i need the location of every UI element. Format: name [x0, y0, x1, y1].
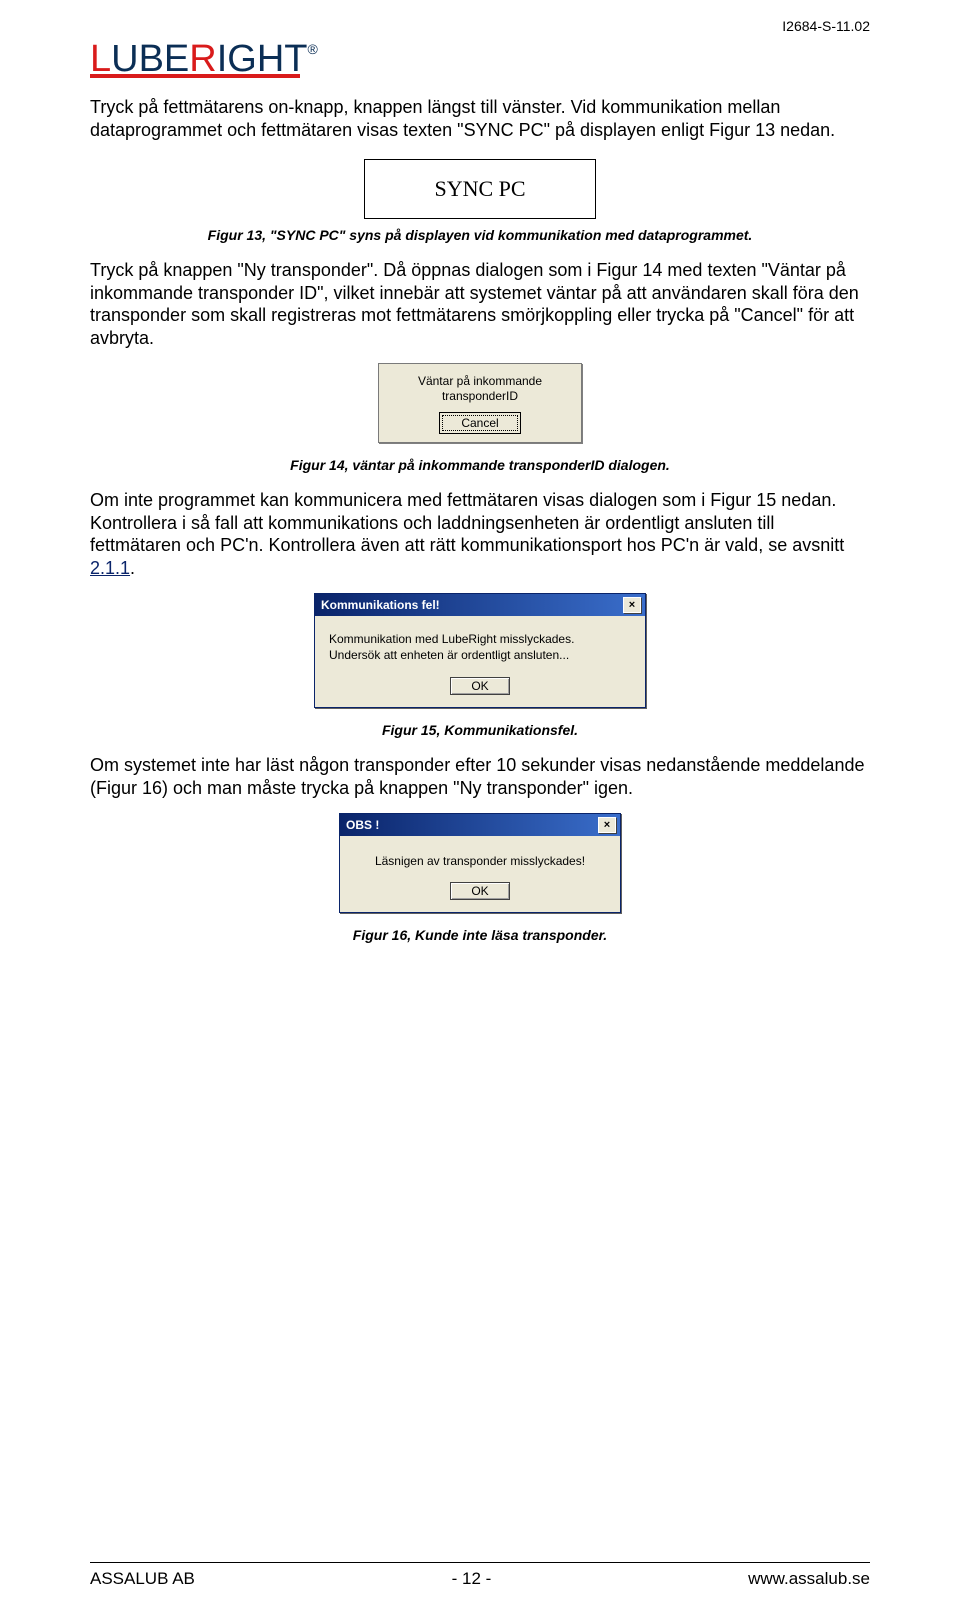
caption-fig16: Figur 16, Kunde inte läsa transponder.: [90, 927, 870, 943]
dialog-obs-titlebar: OBS ! ×: [340, 814, 620, 836]
dialog-waiting-line1: Väntar på inkommande: [418, 374, 542, 388]
logo-ight: IGHT: [217, 38, 308, 80]
dialog-obs: OBS ! × Läsnigen av transponder misslyck…: [339, 813, 621, 913]
dialog-comm-error: Kommunikations fel! × Kommunikation med …: [314, 593, 646, 708]
dialog-comm-error-body: Kommunikation med LubeRight misslyckades…: [315, 616, 645, 673]
section-link-211[interactable]: 2.1.1: [90, 558, 130, 578]
dialog-comm-error-titlebar: Kommunikations fel! ×: [315, 594, 645, 616]
page-footer: ASSALUB AB - 12 - www.assalub.se: [90, 1562, 870, 1589]
dialog-waiting-text: Väntar på inkommande transponderID: [385, 374, 575, 404]
paragraph-4: Om systemet inte har läst någon transpon…: [90, 754, 870, 799]
footer-page-num: - 12 -: [452, 1569, 492, 1589]
caption-fig14: Figur 14, väntar på inkommande transpond…: [90, 457, 870, 473]
page: I2684-S-11.02 LUBERIGHT® Tryck på fettmä…: [0, 0, 960, 1613]
dialog-waiting-line2: transponderID: [442, 389, 518, 403]
logo: LUBERIGHT®: [90, 40, 870, 78]
close-icon[interactable]: ×: [623, 597, 641, 613]
logo-registered: ®: [308, 41, 318, 57]
paragraph-1: Tryck på fettmätarens on-knapp, knappen …: [90, 96, 870, 141]
paragraph-3a: Om inte programmet kan kommunicera med f…: [90, 490, 844, 555]
logo-letter-l: L: [90, 38, 111, 80]
cancel-button-frame: Cancel: [439, 412, 520, 434]
caption-fig13: Figur 13, "SYNC PC" syns på displayen vi…: [90, 227, 870, 243]
paragraph-3b: .: [130, 558, 135, 578]
dialog-comm-error-title: Kommunikations fel!: [321, 598, 440, 612]
close-icon[interactable]: ×: [598, 817, 616, 833]
paragraph-2: Tryck på knappen "Ny transponder". Då öp…: [90, 259, 870, 349]
footer-company: ASSALUB AB: [90, 1569, 195, 1589]
ok-button[interactable]: OK: [450, 677, 509, 695]
dialog-waiting-transponder: Väntar på inkommande transponderID Cance…: [378, 363, 582, 443]
dialog-obs-title: OBS !: [346, 818, 379, 832]
logo-letter-r: R: [189, 38, 216, 80]
logo-ube: UBE: [111, 38, 189, 80]
caption-fig15: Figur 15, Kommunikationsfel.: [90, 722, 870, 738]
paragraph-3: Om inte programmet kan kommunicera med f…: [90, 489, 870, 579]
footer-url[interactable]: www.assalub.se: [748, 1569, 870, 1589]
document-id: I2684-S-11.02: [782, 18, 870, 34]
dialog-obs-body: Läsnigen av transponder misslyckades!: [340, 836, 620, 878]
ok-button[interactable]: OK: [450, 882, 509, 900]
sync-pc-display: SYNC PC: [364, 159, 596, 219]
cancel-button[interactable]: Cancel: [442, 415, 517, 431]
